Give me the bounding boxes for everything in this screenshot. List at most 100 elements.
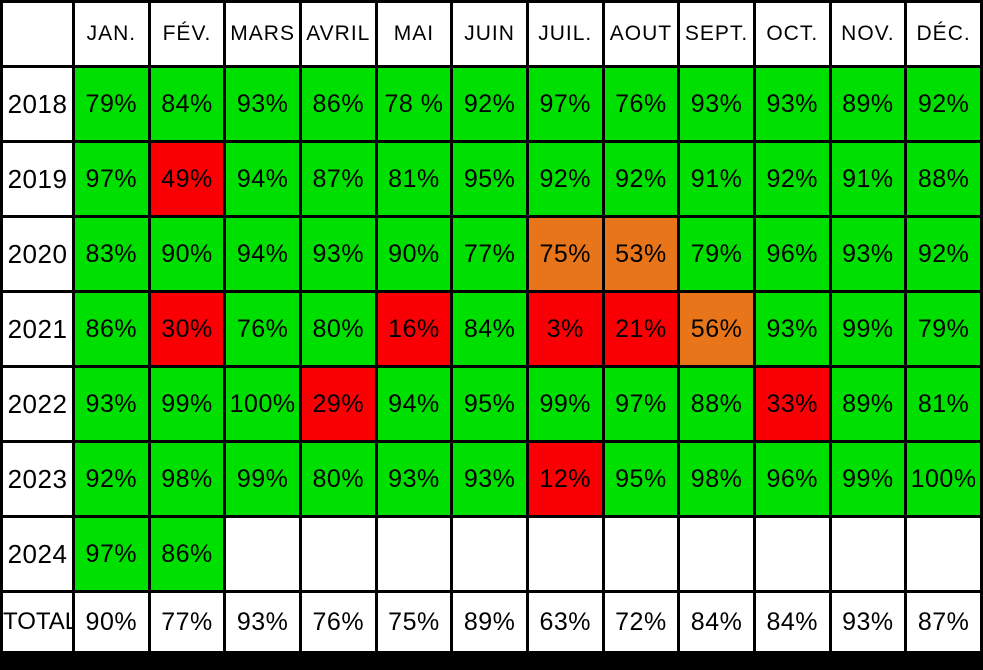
table-row: 2018 79% 84% 93% 86% 78 % 92% 97% 76% 93% 93% 89% 92… — [0, 65, 983, 143]
value-cell: 99% — [223, 440, 302, 518]
month-header: SEPT. — [677, 0, 756, 68]
value-cell: 96% — [752, 215, 832, 293]
value-cell: 16% — [374, 290, 454, 368]
value-cell: 30% — [147, 290, 227, 368]
value-cell: 99% — [828, 290, 908, 368]
value-cell: 84% — [147, 65, 227, 143]
value-cell: 81% — [374, 140, 454, 218]
value-cell — [298, 515, 378, 593]
month-header: NOV. — [828, 0, 908, 68]
value-cell: 21% — [601, 290, 681, 368]
value-cell — [525, 515, 605, 593]
value-cell: 76% — [298, 590, 378, 654]
value-cell — [223, 515, 302, 593]
value-cell: 92% — [904, 215, 983, 293]
bottom-black-bar — [0, 654, 983, 670]
value-cell: 94% — [223, 215, 302, 293]
value-cell: 77% — [450, 215, 529, 293]
value-cell: 90% — [147, 215, 227, 293]
value-cell: 86% — [298, 65, 378, 143]
table-row: TOTAL 90% 77% 93% 76% 75% 89% 63% 72% 84% 84% 93% 87… — [0, 590, 983, 654]
value-cell: 84% — [450, 290, 529, 368]
value-cell: 88% — [904, 140, 983, 218]
year-label: 2024 — [0, 515, 75, 593]
value-cell: 80% — [298, 290, 378, 368]
year-label: 2019 — [0, 140, 75, 218]
year-label: 2018 — [0, 65, 75, 143]
value-cell: 93% — [677, 65, 756, 143]
value-cell: 77% — [147, 590, 227, 654]
month-header: MARS — [223, 0, 302, 68]
value-cell: 89% — [828, 365, 908, 443]
value-cell — [677, 515, 756, 593]
value-cell: 99% — [147, 365, 227, 443]
value-cell: 100% — [223, 365, 302, 443]
total-label: TOTAL — [0, 590, 75, 654]
value-cell: 87% — [904, 590, 983, 654]
value-cell: 3% — [525, 290, 605, 368]
value-cell: 72% — [601, 590, 681, 654]
value-cell: 29% — [298, 365, 378, 443]
corner-cell — [0, 0, 75, 68]
value-cell — [601, 515, 681, 593]
value-cell: 92% — [601, 140, 681, 218]
value-cell: 93% — [298, 215, 378, 293]
value-cell: 80% — [298, 440, 378, 518]
value-cell: 92% — [752, 140, 832, 218]
value-cell: 89% — [450, 590, 529, 654]
header-row: JAN. FÉV. MARS AVRIL MAI JUIN JUIL. AOUT SEPT. OC… — [0, 0, 983, 68]
value-cell: 93% — [828, 590, 908, 654]
value-cell: 79% — [904, 290, 983, 368]
value-cell: 95% — [601, 440, 681, 518]
value-cell: 97% — [72, 515, 151, 593]
value-cell: 75% — [374, 590, 454, 654]
value-cell: 97% — [525, 65, 605, 143]
value-cell — [904, 515, 983, 593]
value-cell: 95% — [450, 365, 529, 443]
value-cell: 83% — [72, 215, 151, 293]
month-header: AOUT — [601, 0, 681, 68]
value-cell: 75% — [525, 215, 605, 293]
value-cell: 81% — [904, 365, 983, 443]
value-cell: 92% — [525, 140, 605, 218]
month-header: JAN. — [72, 0, 151, 68]
value-cell: 93% — [223, 590, 302, 654]
value-cell: 79% — [677, 215, 756, 293]
month-header: FÉV. — [147, 0, 227, 68]
monthly-percentage-table: JAN. FÉV. MARS AVRIL MAI JUIN JUIL. AOUT SEPT. OC… — [0, 0, 983, 654]
value-cell: 92% — [904, 65, 983, 143]
value-cell: 93% — [828, 215, 908, 293]
value-cell: 89% — [828, 65, 908, 143]
value-cell: 93% — [223, 65, 302, 143]
year-label: 2023 — [0, 440, 75, 518]
value-cell: 94% — [374, 365, 454, 443]
value-cell: 97% — [601, 365, 681, 443]
table-body: 2018 79% 84% 93% 86% 78 % 92% 97% 76% 93% 93% 89% 92… — [0, 65, 983, 654]
value-cell — [752, 515, 832, 593]
table-row: 2024 97% 86% — [0, 515, 983, 593]
table-row: 2019 97% 49% 94% 87% 81% 95% 92% 92% 91% 92% 91% 88% — [0, 140, 983, 218]
year-label: 2022 — [0, 365, 75, 443]
value-cell: 93% — [374, 440, 454, 518]
value-cell: 91% — [828, 140, 908, 218]
month-header: MAI — [374, 0, 454, 68]
month-header: AVRIL — [298, 0, 378, 68]
value-cell: 79% — [72, 65, 151, 143]
table-row: 2020 83% 90% 94% 93% 90% 77% 75% 53% 79% 96% 93% 92% — [0, 215, 983, 293]
value-cell: 93% — [450, 440, 529, 518]
month-header: JUIN — [450, 0, 529, 68]
value-cell: 98% — [677, 440, 756, 518]
value-cell — [374, 515, 454, 593]
value-cell: 93% — [72, 365, 151, 443]
value-cell: 86% — [147, 515, 227, 593]
value-cell: 56% — [677, 290, 756, 368]
value-cell: 84% — [752, 590, 832, 654]
value-cell: 12% — [525, 440, 605, 518]
value-cell: 63% — [525, 590, 605, 654]
month-header: JUIL. — [525, 0, 605, 68]
table-row: 2023 92% 98% 99% 80% 93% 93% 12% 95% 98% 96% 99% 100… — [0, 440, 983, 518]
value-cell: 78 % — [374, 65, 454, 143]
value-cell: 88% — [677, 365, 756, 443]
value-cell: 96% — [752, 440, 832, 518]
value-cell: 90% — [374, 215, 454, 293]
